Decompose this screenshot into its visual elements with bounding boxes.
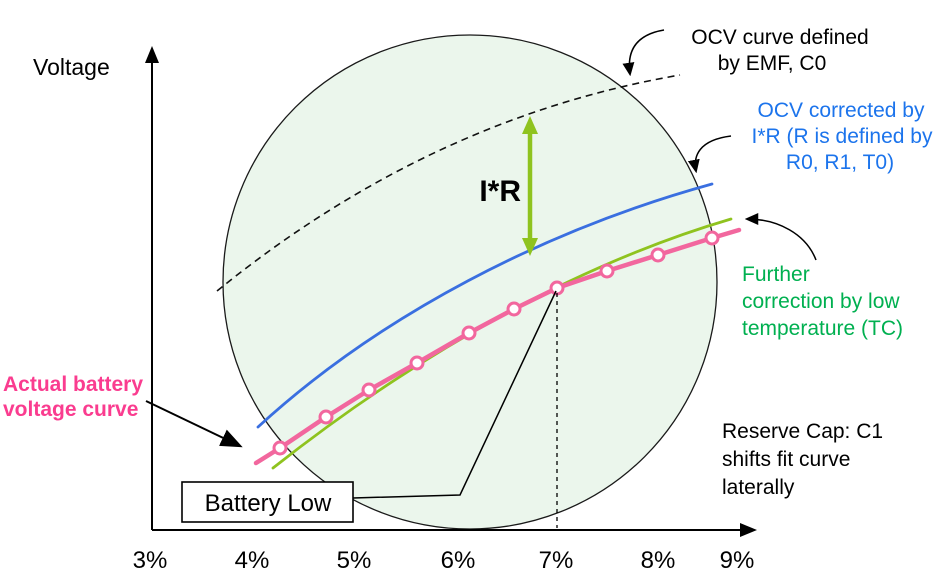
data-point-marker xyxy=(409,355,425,371)
data-point-marker xyxy=(549,280,565,296)
y-axis-label: Voltage xyxy=(33,54,110,80)
battery-low-callout-line xyxy=(352,290,557,499)
data-point-marker xyxy=(461,325,477,341)
ocv-corrected-line3: R0, R1, T0) xyxy=(786,151,894,174)
x-tick-label: 9% xyxy=(720,547,755,574)
ocv-corrected-line1: OCV corrected by xyxy=(758,99,925,122)
y-axis-arrowhead xyxy=(145,46,159,63)
ocv-corrected-line2: I*R (R is defined by xyxy=(752,125,933,148)
battery-low-box: Battery Low xyxy=(181,481,354,523)
x-tick-label: 8% xyxy=(641,547,676,574)
ir-label: I*R xyxy=(479,175,521,208)
x-tick-label: 7% xyxy=(539,547,574,574)
x-axis-arrowhead xyxy=(740,523,757,537)
data-point-marker xyxy=(361,382,377,398)
data-point-marker xyxy=(272,440,288,456)
data-point-marker xyxy=(599,263,615,279)
ocv-corrected-arrow xyxy=(687,135,732,174)
further-correction-line1: Further xyxy=(742,263,810,286)
x-tick-labels: 3% 4% 5% 6% 7% 8% 9% xyxy=(133,547,755,574)
reserve-cap-line3: laterally xyxy=(722,476,795,499)
reserve-cap-note: Reserve Cap: C1 shifts fit curve lateral… xyxy=(722,420,883,499)
x-tick-label: 4% xyxy=(235,547,270,574)
actual-curve-annotation: Actual battery voltage curve xyxy=(3,373,143,421)
ocv-corrected-annotation: OCV corrected by I*R (R is defined by R0… xyxy=(752,99,933,174)
ocv-annotation-line2: by EMF, C0 xyxy=(718,52,827,75)
ir-arrow-head-top xyxy=(522,116,538,134)
ocv-annotation-arrow xyxy=(622,29,665,77)
further-correction-arrow xyxy=(744,213,817,261)
data-point-marker xyxy=(650,247,666,263)
actual-curve-line2: voltage curve xyxy=(3,398,138,421)
ocv-annotation-line1: OCV curve defined xyxy=(691,26,868,49)
data-point-marker xyxy=(318,409,334,425)
x-axis xyxy=(152,523,757,537)
ir-double-arrow xyxy=(522,116,538,256)
further-correction-line2: correction by low xyxy=(742,290,900,313)
x-tick-label: 6% xyxy=(441,547,476,574)
actual-curve-line1: Actual battery xyxy=(3,373,143,396)
ir-arrow-head-bottom xyxy=(522,238,538,256)
actual-voltage-curve xyxy=(253,227,742,466)
actual-curve-arrow xyxy=(145,400,243,448)
background-circle xyxy=(222,34,718,530)
further-correction-annotation: Further correction by low temperature (T… xyxy=(742,263,903,340)
reserve-cap-line1: Reserve Cap: C1 xyxy=(722,420,883,443)
ocv-curve xyxy=(216,74,681,292)
battery-low-label: Battery Low xyxy=(205,490,332,517)
x-tick-label: 5% xyxy=(337,547,372,574)
data-point-marker xyxy=(506,301,522,317)
ocv-annotation: OCV curve defined by EMF, C0 xyxy=(691,26,868,75)
further-correction-line3: temperature (TC) xyxy=(742,317,903,340)
ocv-corrected-curve xyxy=(256,182,714,429)
y-axis xyxy=(145,46,159,530)
data-point-marker xyxy=(704,230,720,246)
reserve-cap-line2: shifts fit curve xyxy=(722,448,850,471)
x-tick-label: 3% xyxy=(133,547,168,574)
